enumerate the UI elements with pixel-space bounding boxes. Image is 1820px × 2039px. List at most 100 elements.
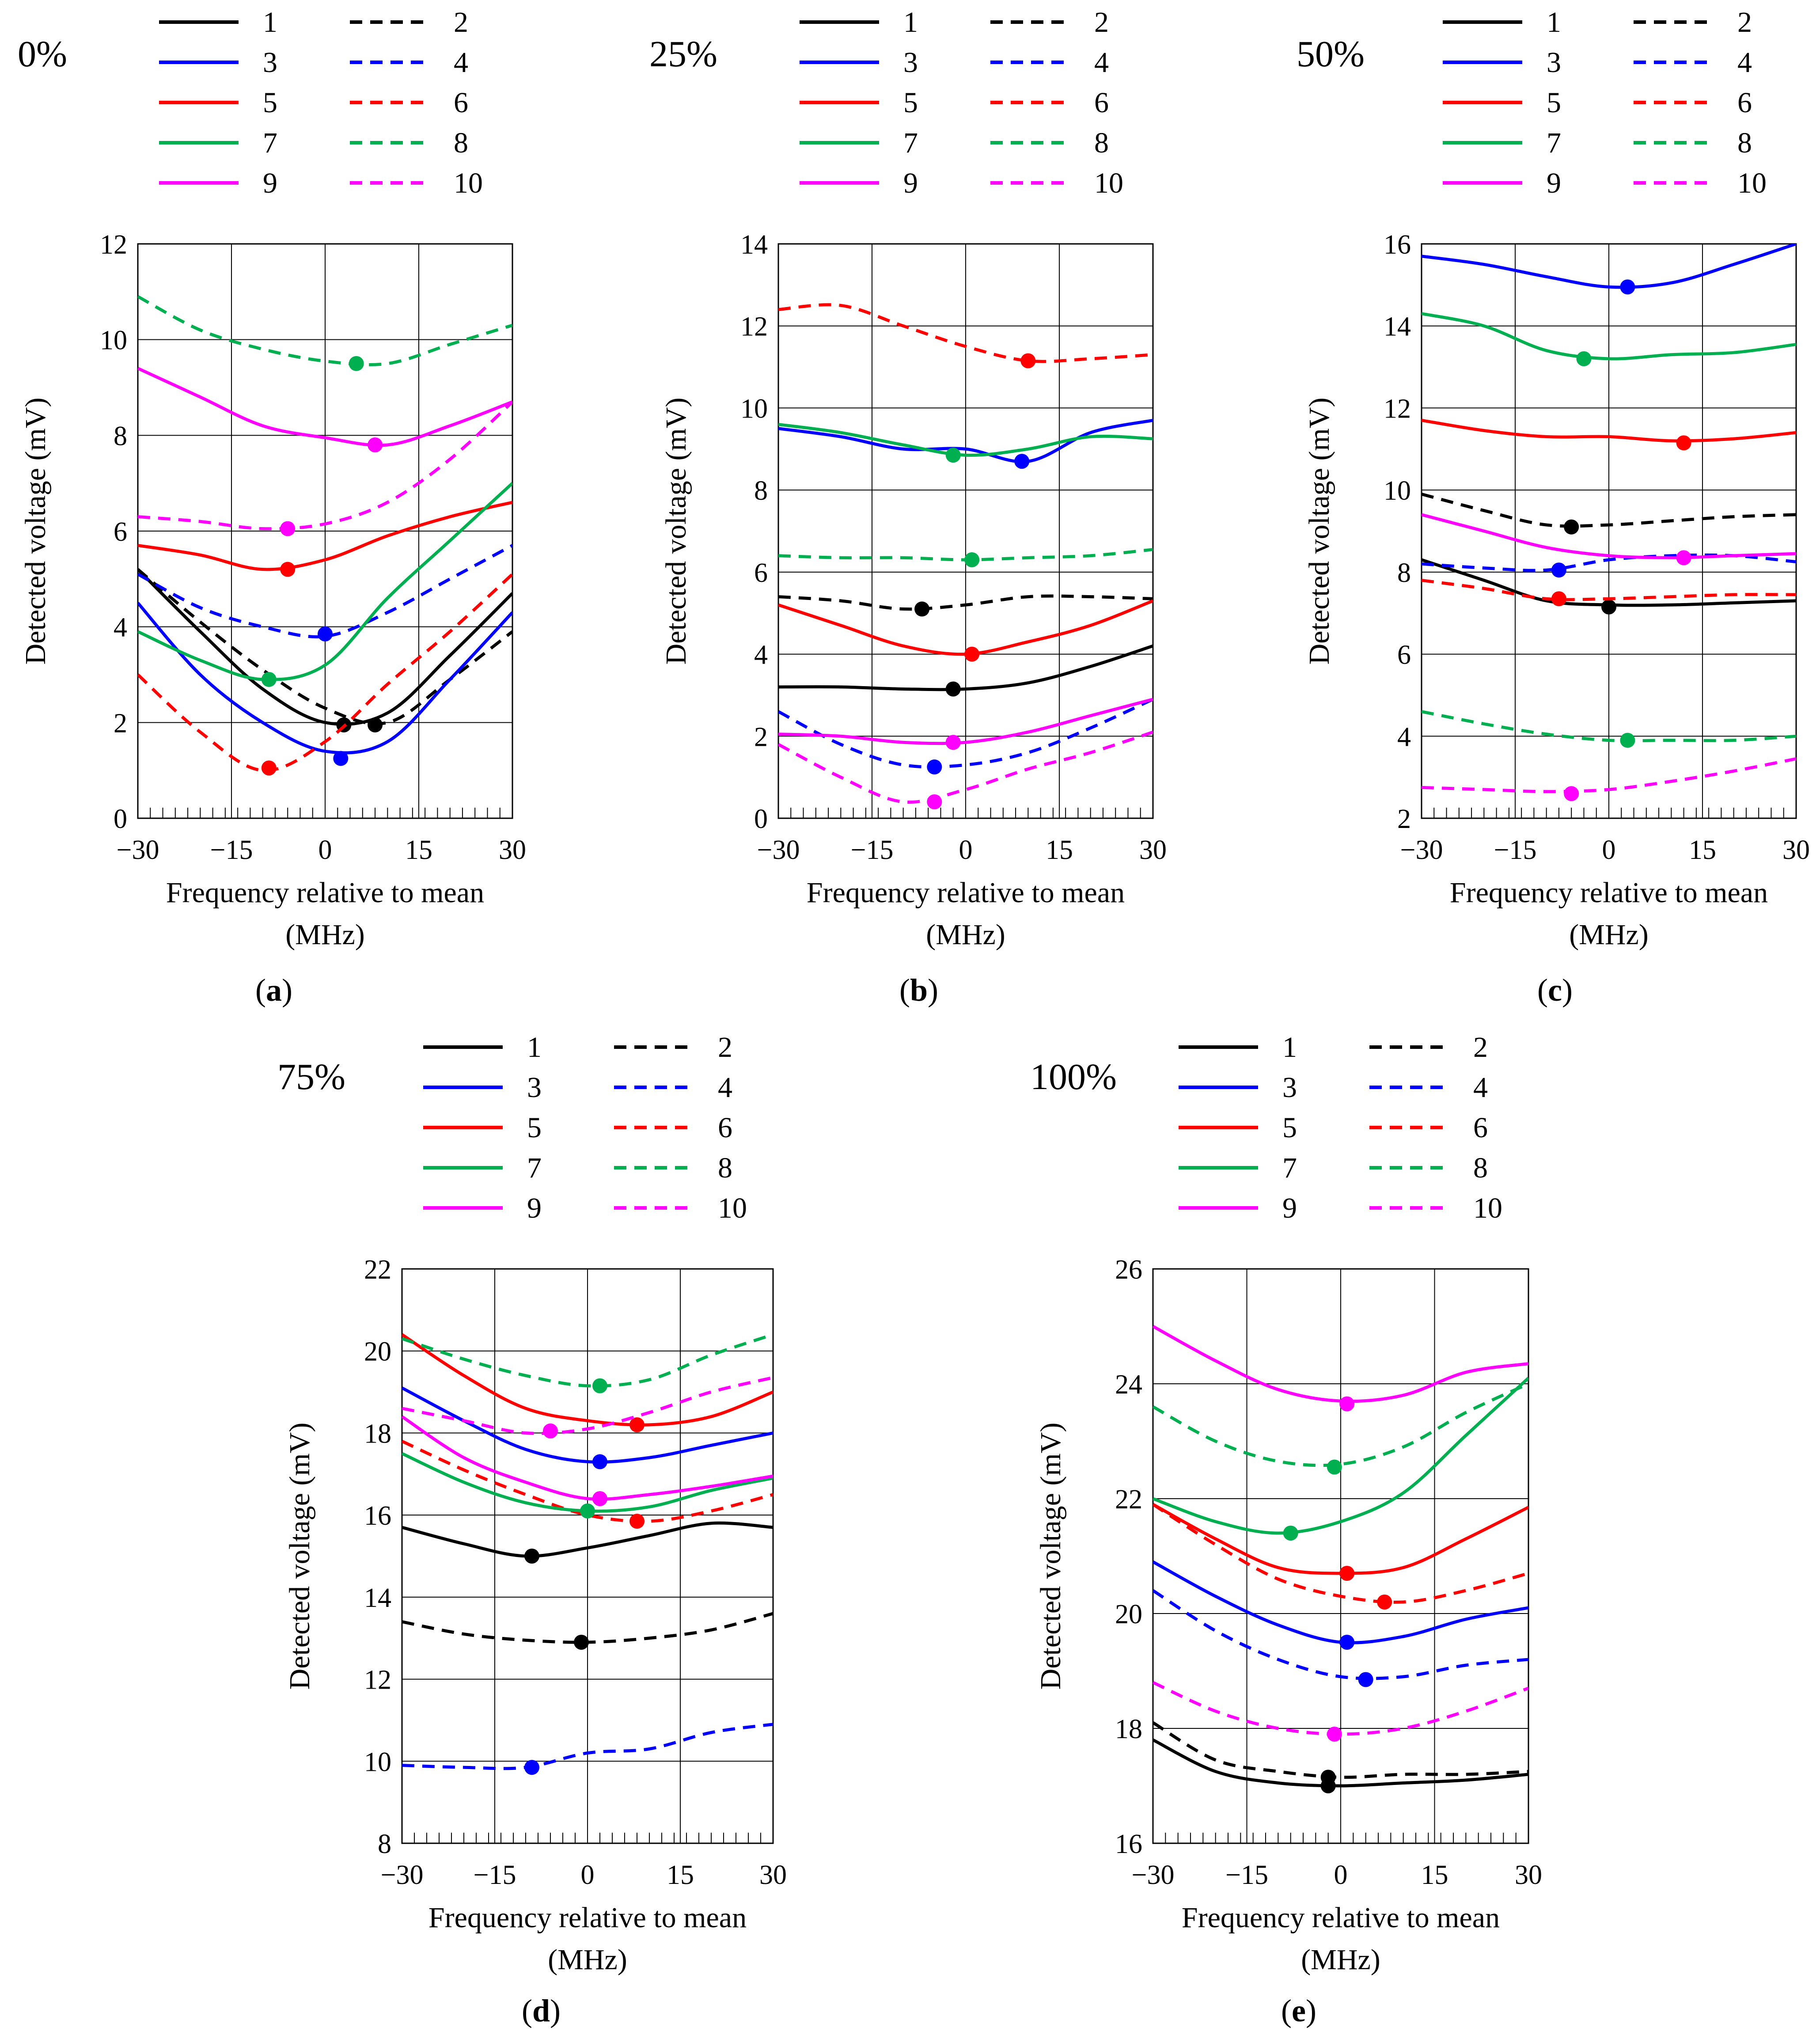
series-marker-3 [592,1454,607,1469]
y-axis-label: Detected voltage (mV) [660,398,692,665]
y-tick-label: 8 [754,476,768,506]
legend-label: 5 [527,1112,542,1144]
x-tick-label: −15 [1494,835,1537,865]
series-marker-8 [1327,1459,1342,1475]
series-marker-5 [1676,435,1691,451]
x-tick-label: 15 [405,835,432,865]
series-marker-2 [1564,519,1579,535]
series-line-1 [1153,1738,1528,1788]
y-tick-label: 20 [1115,1599,1142,1629]
legend-label: 3 [263,46,277,79]
y-tick-label: 2 [1397,804,1411,834]
legend-label: 6 [454,87,468,119]
series-marker-7 [945,448,961,463]
legend-label: 7 [1547,127,1561,159]
legend-label: 10 [718,1192,747,1224]
series-line-7 [138,482,512,681]
x-axis-label: Frequency relative to mean [807,877,1125,909]
legend-label: 3 [1547,46,1561,79]
series-marker-7 [261,672,277,687]
series-line-3 [1422,244,1796,289]
legend-label: 2 [1473,1031,1488,1063]
series-marker-1 [524,1549,539,1564]
series-line-1 [778,644,1153,691]
y-tick-label: 16 [364,1501,391,1531]
series-line-9 [402,1415,773,1501]
legend-label: 9 [903,167,918,199]
x-tick-label: 0 [1334,1860,1348,1890]
series-marker-4 [927,759,942,775]
legend-label: 2 [1094,6,1109,38]
legend-label: 9 [527,1192,542,1224]
y-tick-label: 12 [100,230,127,260]
series-marker-6 [1377,1595,1392,1610]
y-tick-label: 14 [364,1583,391,1613]
series-line-5 [138,501,512,571]
series-marker-2 [1320,1769,1336,1785]
x-tick-label: −30 [757,835,800,865]
legend-label: 4 [1737,46,1752,79]
x-tick-label: 30 [1139,835,1167,865]
legend-label: 10 [1737,167,1767,199]
y-tick-label: 22 [1115,1485,1142,1515]
series-line-1 [138,568,512,726]
series-line-7 [1422,312,1796,361]
series-line-10 [1153,1681,1528,1736]
x-tick-label: 15 [1046,835,1073,865]
series-marker-7 [1576,351,1592,366]
series-marker-8 [964,552,980,567]
series-marker-7 [580,1503,595,1519]
legend-label: 1 [1547,6,1561,38]
legend-label: 7 [903,127,918,159]
chart-title: 50% [1297,34,1365,75]
series-line-6 [778,303,1153,363]
y-tick-label: 18 [364,1419,391,1449]
series-marker-10 [280,521,296,536]
x-axis-unit-label: (MHz) [285,919,365,951]
series-marker-8 [592,1378,607,1394]
legend-label: 1 [263,6,277,38]
series-line-2 [1153,1721,1528,1779]
series-line-9 [1422,513,1796,559]
series-marker-1 [1601,599,1616,615]
series-marker-2 [368,717,383,733]
x-axis-unit-label: (MHz) [548,1944,627,1976]
x-tick-label: −15 [210,835,253,865]
x-axis-unit-label: (MHz) [1301,1944,1380,1976]
x-tick-label: −30 [1132,1860,1175,1890]
series-line-9 [778,698,1153,745]
series-line-9 [138,367,512,447]
legend-label: 4 [454,46,468,79]
series-marker-6 [629,1514,645,1529]
chart-title: 25% [649,34,717,75]
x-tick-label: −30 [117,835,159,865]
series-line-3 [778,418,1153,463]
x-tick-label: 30 [1515,1860,1542,1890]
x-tick-label: 30 [759,1860,787,1890]
y-tick-label: 12 [364,1665,391,1695]
panel-caption: (b) [899,972,938,1008]
x-axis-label: Frequency relative to mean [1450,877,1768,909]
series-marker-5 [629,1417,645,1432]
x-tick-label: −15 [1225,1860,1268,1890]
x-tick-label: 15 [1421,1860,1448,1890]
y-tick-label: 14 [740,230,768,260]
legend-label: 5 [1547,87,1561,119]
legend-label: 8 [1094,127,1109,159]
y-tick-label: 6 [1397,640,1411,670]
legend-label: 9 [263,167,277,199]
series-marker-9 [1339,1396,1355,1412]
series-marker-10 [1564,786,1579,801]
series-line-6 [1153,1503,1528,1604]
legend-label: 5 [1282,1112,1297,1144]
legend-label: 3 [1282,1071,1297,1104]
series-line-8 [1153,1382,1528,1467]
x-tick-label: −30 [381,1860,424,1890]
series-marker-9 [368,437,383,452]
panel-caption: (d) [522,1993,561,2028]
series-line-2 [778,594,1153,611]
series-marker-6 [1551,591,1566,607]
